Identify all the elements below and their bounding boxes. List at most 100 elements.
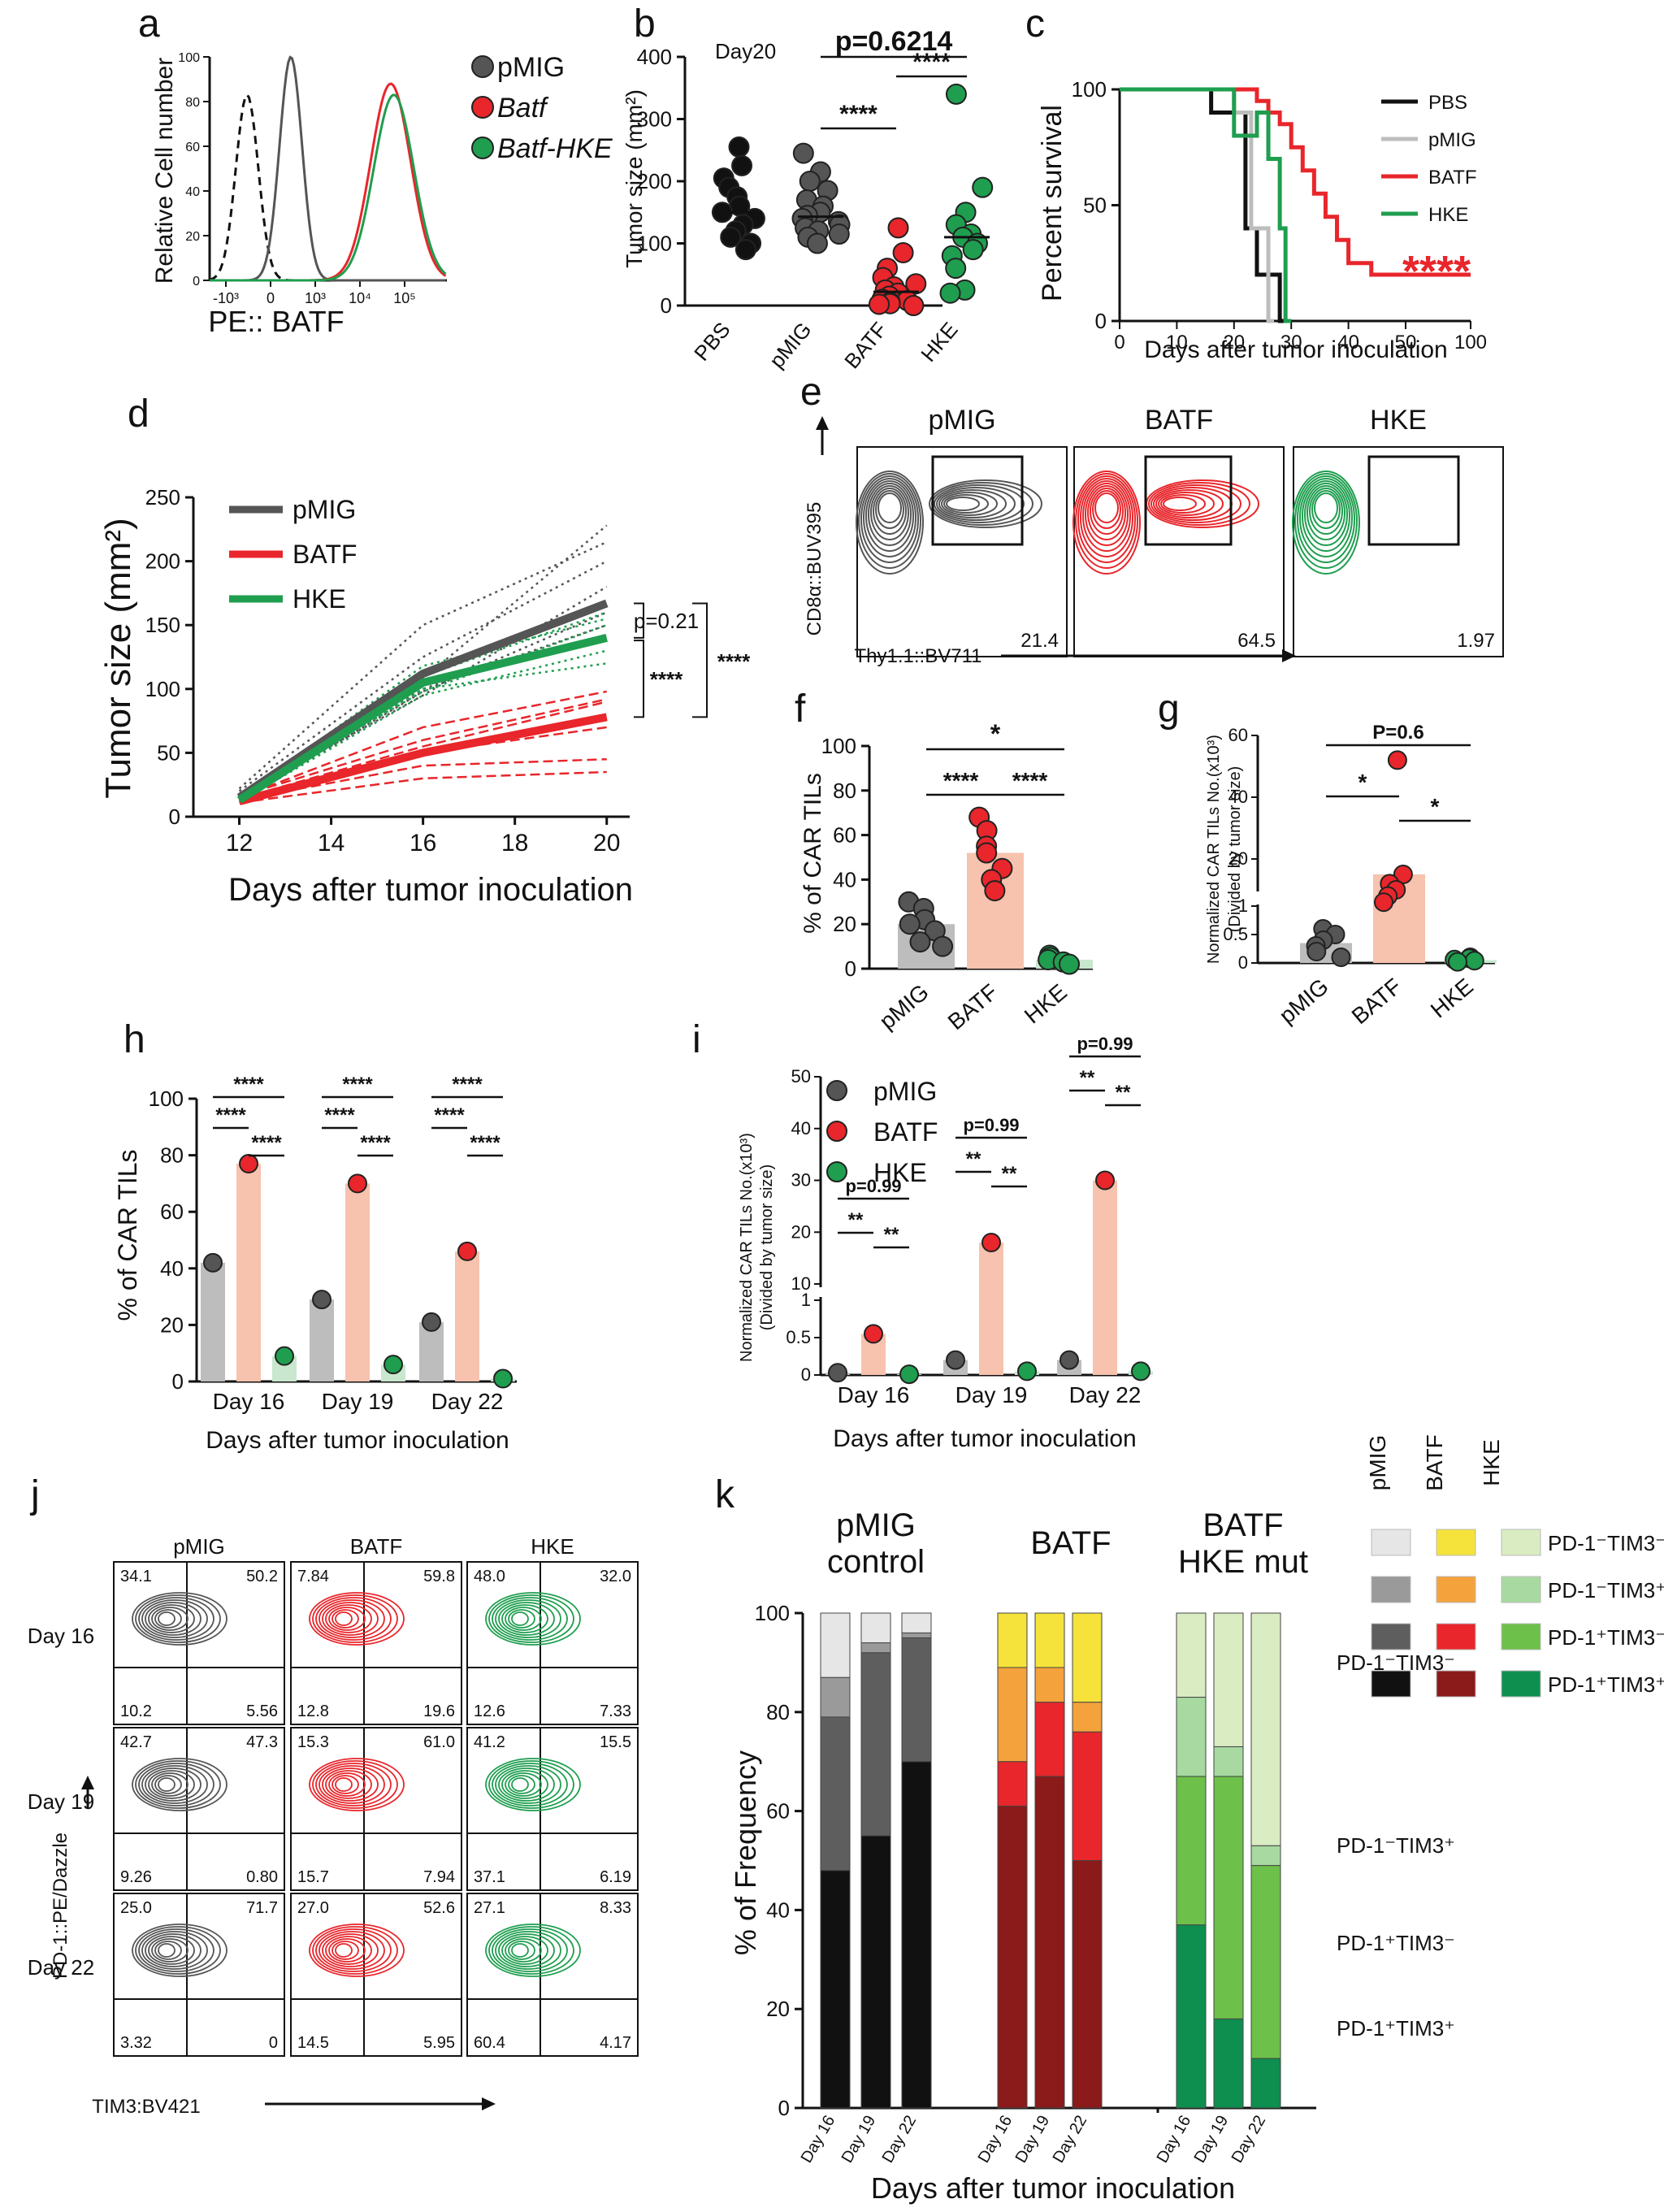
k-xtick-label: Day 22 [879, 2113, 921, 2166]
c-xtick-label: 100 [1454, 332, 1487, 353]
e-gate-0 [931, 455, 1024, 546]
b-y-tick-label: 0 [661, 293, 672, 318]
e-contour-0 [856, 471, 924, 575]
j-contour [151, 1938, 188, 1963]
j-contour [135, 1594, 221, 1643]
c-y-tick-label: 0 [1095, 309, 1107, 333]
i-y-label: Normalized CAR TILs No.(x10³) [738, 1133, 756, 1362]
j-contour [309, 1758, 405, 1811]
h-sig-2-label: **** [360, 1132, 391, 1154]
k-bar-HKE-2 [1176, 1697, 1207, 1777]
j-contour [511, 1611, 529, 1626]
e-contour-1 [1094, 492, 1119, 523]
e-plot-frame-1 [1073, 446, 1285, 657]
j-contour [501, 1770, 548, 1799]
j-q-ll: 15.7 [297, 1868, 329, 1886]
k-xtick-label: Day 22 [1050, 2113, 1091, 2166]
k-bar-HKE-0 [1250, 2058, 1281, 2109]
f-y-tick-label: 60 [833, 823, 856, 848]
e-contour-2 [1294, 473, 1358, 569]
d-xtick-label: 14 [318, 830, 344, 857]
j-contour [485, 1592, 581, 1646]
i-point-pMIG [946, 1350, 965, 1370]
j-q-ur: 8.33 [600, 1899, 631, 1917]
i-point-pMIG [828, 1363, 847, 1383]
g-y-label2: (Divided by tumor size) [1226, 766, 1244, 933]
a-hist-isotype [209, 93, 446, 282]
g-ytick-label: 20 [1228, 848, 1248, 869]
g-point-pMIG [1331, 948, 1351, 967]
j-contour [138, 1597, 214, 1641]
panel-letter-g: g [1158, 687, 1180, 731]
g-sig2-label: * [1431, 794, 1440, 819]
i-sig-p-label: p=0.99 [845, 1176, 901, 1196]
j-q-ll: 12.8 [297, 1702, 329, 1720]
j-contour [148, 1936, 195, 1965]
j-contour [141, 1931, 208, 1970]
j-contour [495, 1599, 561, 1638]
i-sig-p-label: p=0.99 [1077, 1034, 1133, 1054]
panel-letter-k: k [715, 1473, 735, 1516]
h-point-HKE [275, 1346, 294, 1366]
j-contour [322, 1602, 379, 1636]
k-legend-col-HKE: HKE [1479, 1439, 1504, 1486]
j-contour [488, 1926, 574, 1975]
k-bar-BATF-3 [1034, 1612, 1065, 1668]
j-contour [132, 1758, 228, 1811]
j-contour [315, 1763, 392, 1806]
e-contour-pos-0 [943, 494, 989, 514]
a-legend-0: pMIG [497, 52, 565, 83]
k-bar-BATF-0 [997, 1806, 1028, 2109]
d-y-tick-label: 100 [145, 677, 180, 701]
j-contour [322, 1767, 379, 1802]
g-ytick-label: 0.5 [1223, 924, 1248, 944]
j-y-label: PD-1::PE/Dazzle [50, 1832, 72, 1979]
a-hist-Batf [210, 82, 447, 282]
j-q-ur: 71.7 [246, 1899, 278, 1917]
i-ytick-label: 0 [801, 1364, 811, 1385]
c-y-tick-label: 100 [1072, 77, 1107, 102]
k-bar-pMIG-1 [820, 1716, 851, 1872]
k-bar-HKE-2 [1213, 1746, 1244, 1777]
a-hist-pMIG [210, 55, 446, 282]
j-q-lr: 19.6 [423, 1702, 455, 1720]
e-contour-2 [1311, 490, 1341, 529]
b-point-HKE [945, 258, 967, 280]
panel-letter-j: j [29, 1473, 40, 1516]
a-xtick-label: 10³ [305, 290, 326, 306]
j-q-lr: 7.94 [423, 1868, 455, 1886]
i-point-HKE [1131, 1361, 1150, 1381]
panel-letter-c: c [1025, 2, 1045, 46]
f-y-label: % of CAR TILs [800, 773, 826, 934]
k-legend-swatch [1371, 1670, 1411, 1698]
j-contour [138, 1928, 214, 1972]
k-bar-HKE-1 [1213, 1776, 1244, 2019]
i-ytick-label: 1 [801, 1290, 811, 1310]
a-legend-marker-0 [471, 55, 494, 78]
j-q-ur: 61.0 [423, 1733, 455, 1751]
c-xtick-label: 50 [1395, 332, 1417, 353]
c-xtick-label: 20 [1223, 332, 1245, 353]
c-legend-HKE: HKE [1428, 204, 1468, 226]
e-title-1: BATF [1145, 405, 1213, 436]
j-contour [328, 1607, 366, 1631]
b-y-tick-label: 300 [637, 107, 672, 132]
i-legend-marker-BATF [826, 1121, 847, 1142]
a-ytick-label: 20 [185, 230, 200, 244]
k-group-label-2: BATF [1030, 1525, 1111, 1561]
h-bar-BATF [455, 1251, 479, 1381]
h-sig-top-label: **** [342, 1073, 373, 1095]
e-contour-1 [1075, 473, 1138, 569]
d-y-tick-label: 50 [157, 740, 180, 765]
j-contour [151, 1607, 188, 1631]
j-q-lr: 4.17 [600, 2034, 631, 2052]
j-contour [315, 1597, 392, 1641]
f-point-pMIG [899, 913, 921, 935]
j-q-ul: 15.3 [297, 1733, 329, 1751]
j-contour [312, 1594, 398, 1643]
e-contour-pos-0 [946, 497, 980, 511]
g-point-HKE [1447, 952, 1467, 972]
e-contour-1 [1082, 480, 1131, 552]
e-contour-0 [875, 490, 904, 529]
k-xtick-label: Day 16 [1154, 2113, 1195, 2166]
